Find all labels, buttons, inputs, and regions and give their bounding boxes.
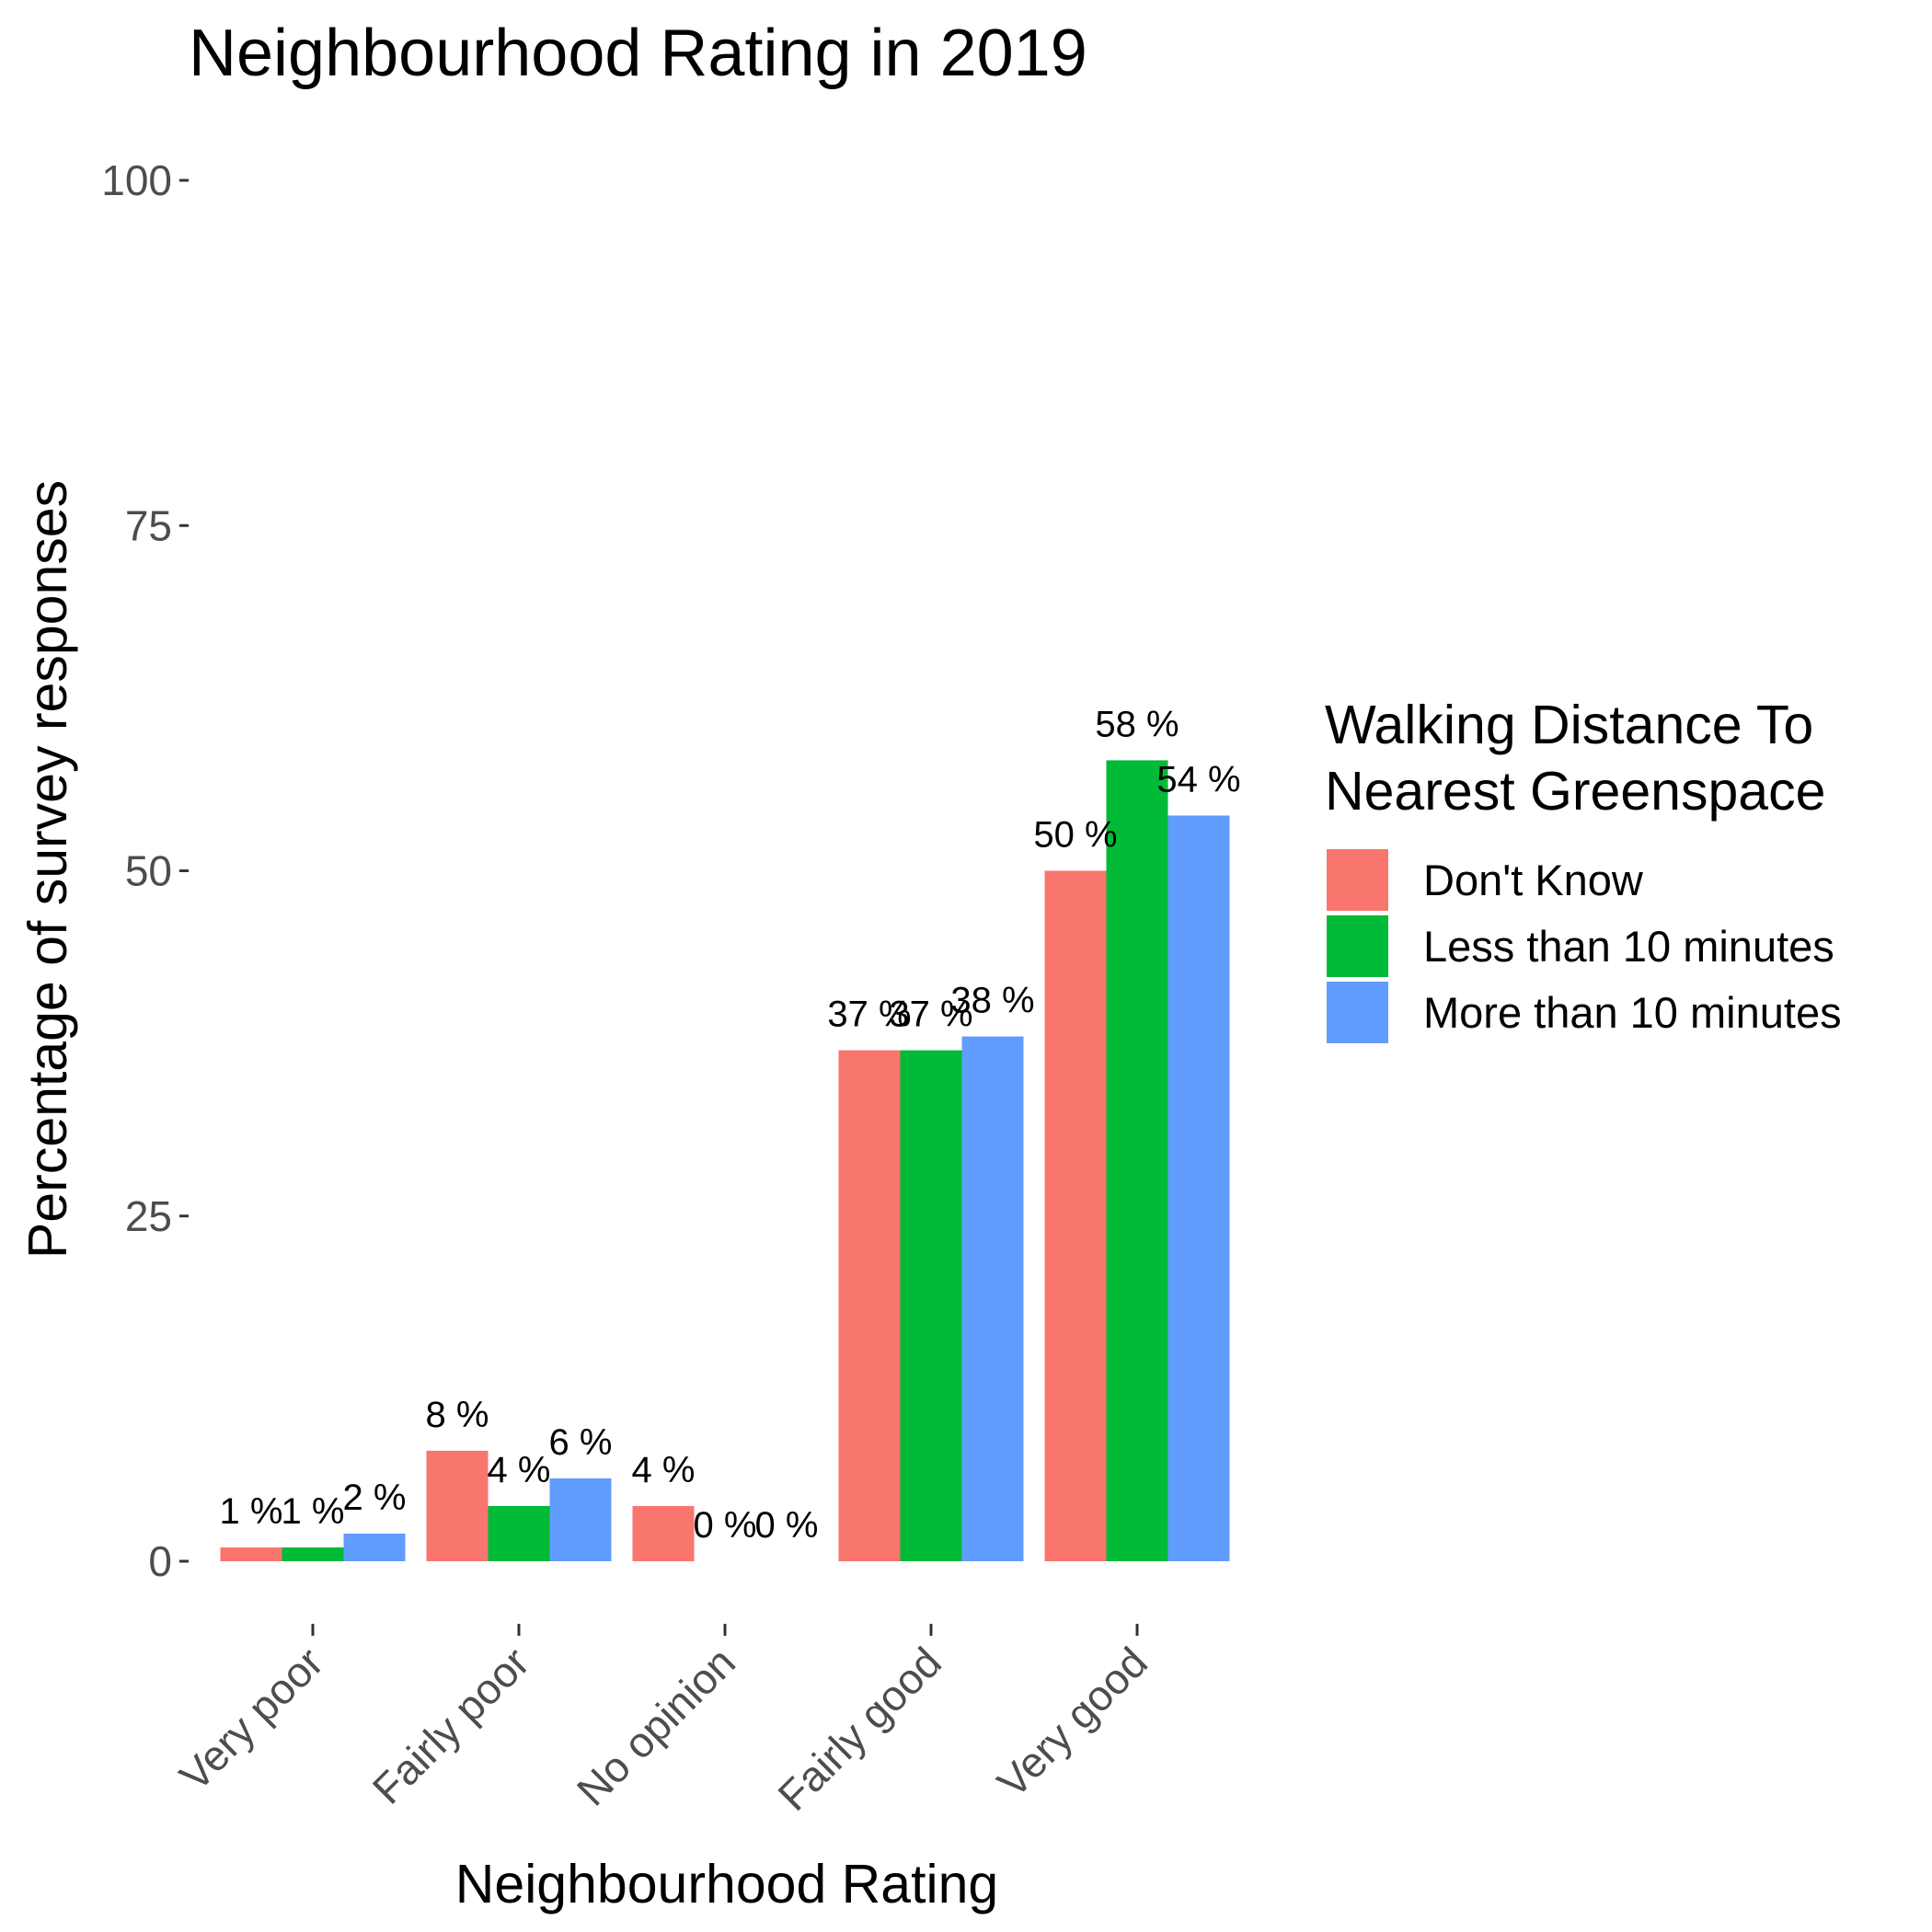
legend-key <box>1327 849 1388 911</box>
x-tick-label: Fairly good <box>768 1638 950 1820</box>
bar-value-label: 0 % <box>755 1505 819 1546</box>
y-tick-label: 75 <box>125 501 172 549</box>
legend-label: Don't Know <box>1423 856 1644 904</box>
bar <box>343 1533 406 1561</box>
y-axis: 0 25 50 75 100 <box>101 156 189 1585</box>
y-tick-label: 100 <box>101 156 172 204</box>
bar-value-label: 8 % <box>426 1395 489 1435</box>
bar-labels: 1 % 8 % 4 % 37 % 50 % 1 % 4 % 0 % 37 % 58 % 2 % 6 %… <box>220 704 1241 1546</box>
y-axis-title: Percentage of survey responses <box>17 480 78 1259</box>
x-tick-label: Fairly poor <box>363 1638 538 1812</box>
y-tick-label: 0 <box>148 1537 172 1585</box>
bar <box>488 1505 550 1561</box>
bar-value-label: 6 % <box>549 1422 613 1463</box>
bar-value-label: 38 % <box>950 981 1034 1021</box>
bar <box>282 1547 344 1561</box>
y-tick-label: 50 <box>125 847 172 895</box>
bar-value-label: 2 % <box>343 1478 407 1518</box>
bar-value-label: 54 % <box>1156 759 1240 799</box>
bar <box>632 1505 695 1561</box>
legend-label: Less than 10 minutes <box>1423 922 1834 971</box>
bar <box>1044 870 1107 1561</box>
chart-title: Neighbourhood Rating in 2019 <box>189 17 1087 90</box>
bar <box>961 1036 1024 1561</box>
bar <box>1106 760 1168 1561</box>
x-tick-label: No opinion <box>568 1638 744 1814</box>
bar-value-label: 37 % <box>827 995 911 1035</box>
bar <box>1167 815 1230 1561</box>
x-tick-label: Very good <box>988 1638 1156 1806</box>
bar <box>838 1050 901 1561</box>
bar-value-label: 4 % <box>488 1450 551 1490</box>
bar-value-label: 1 % <box>220 1491 283 1532</box>
legend-key <box>1327 915 1388 977</box>
legend-title: Walking Distance To <box>1325 695 1813 755</box>
bar <box>549 1478 612 1561</box>
y-tick-label: 25 <box>125 1192 172 1240</box>
legend-title: Nearest Greenspace <box>1325 761 1825 822</box>
bar-value-label: 37 % <box>889 995 972 1035</box>
legend-label: More than 10 minutes <box>1423 988 1842 1037</box>
bar-value-label: 50 % <box>1033 815 1117 856</box>
bar-value-label: 58 % <box>1095 704 1179 744</box>
bar-value-label: 4 % <box>632 1450 696 1490</box>
x-axis: Very poor Fairly poor No opinion Fairly goo… <box>170 1624 1156 1820</box>
bars <box>220 760 1230 1561</box>
legend-key <box>1327 982 1388 1043</box>
bar <box>900 1050 962 1561</box>
bar <box>220 1547 282 1561</box>
bar-value-label: 1 % <box>282 1491 345 1532</box>
bar-value-label: 0 % <box>694 1505 757 1546</box>
bar <box>426 1450 489 1561</box>
x-axis-title: Neighbourhood Rating <box>455 1854 998 1915</box>
x-tick-label: Very poor <box>170 1638 332 1800</box>
